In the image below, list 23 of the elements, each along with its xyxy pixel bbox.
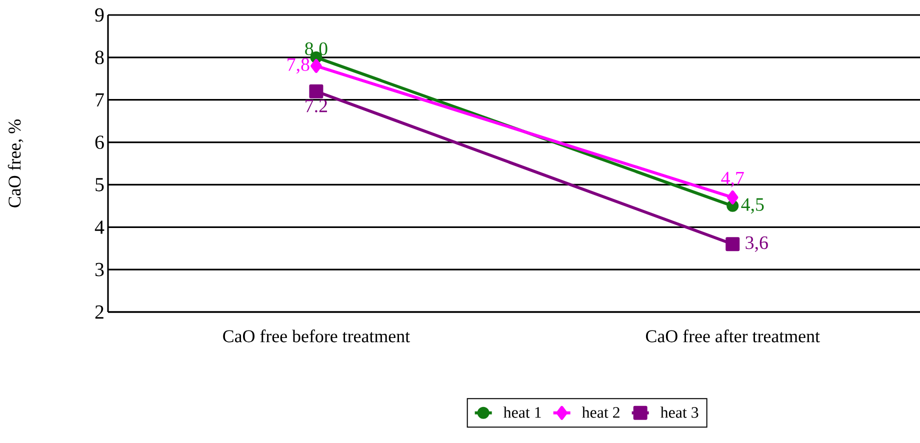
y-tick-label: 9 xyxy=(95,8,104,22)
legend-label: heat 3 xyxy=(660,406,698,418)
data-label: 7,8 xyxy=(288,58,310,74)
x-tick-label: CaO free before treatment xyxy=(223,330,410,342)
x-tick-label: CaO free after treatment xyxy=(646,330,820,342)
y-axis-title: CaO free, % xyxy=(8,120,24,208)
point xyxy=(310,58,322,73)
y-tick-label: 8 xyxy=(95,50,104,64)
point xyxy=(309,84,324,98)
legend-label: heat 1 xyxy=(503,406,541,418)
y-tick-label: 6 xyxy=(95,136,104,149)
y-tick-label: 3 xyxy=(95,262,104,276)
y-tick-label: 7 xyxy=(96,93,104,106)
point xyxy=(726,237,740,252)
y-tick-label: 4 xyxy=(94,220,104,234)
y-tick-label: 5 xyxy=(96,178,104,192)
data-label: 3,6 xyxy=(746,236,768,252)
legend-label: heat 2 xyxy=(582,406,620,418)
data-label: 4,7 xyxy=(721,172,744,188)
y-tick-label: 2 xyxy=(95,305,104,319)
point xyxy=(726,190,738,204)
data-label: 7.2 xyxy=(306,100,327,112)
data-label: 4,5 xyxy=(741,198,764,214)
